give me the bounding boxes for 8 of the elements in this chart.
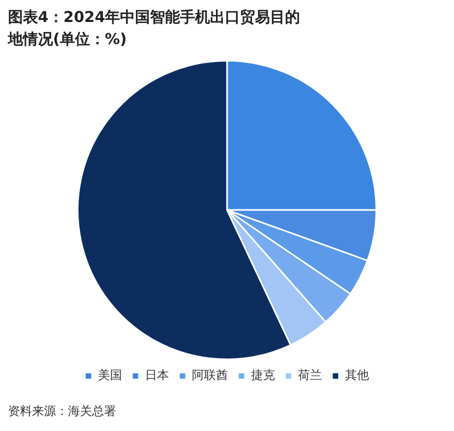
legend-label: 其他 <box>345 368 369 382</box>
legend-label: 荷兰 <box>298 368 322 382</box>
legend-label: 日本 <box>145 368 169 382</box>
legend-label: 美国 <box>98 368 122 382</box>
legend-label: 捷克 <box>251 368 275 382</box>
text: 资料来源：海关总署 <box>8 403 116 420</box>
chart-title: 图表4：2024年中国智能手机出口贸易目的地情况(单位：%) <box>8 7 302 50</box>
legend-label: 阿联酋 <box>192 368 228 382</box>
